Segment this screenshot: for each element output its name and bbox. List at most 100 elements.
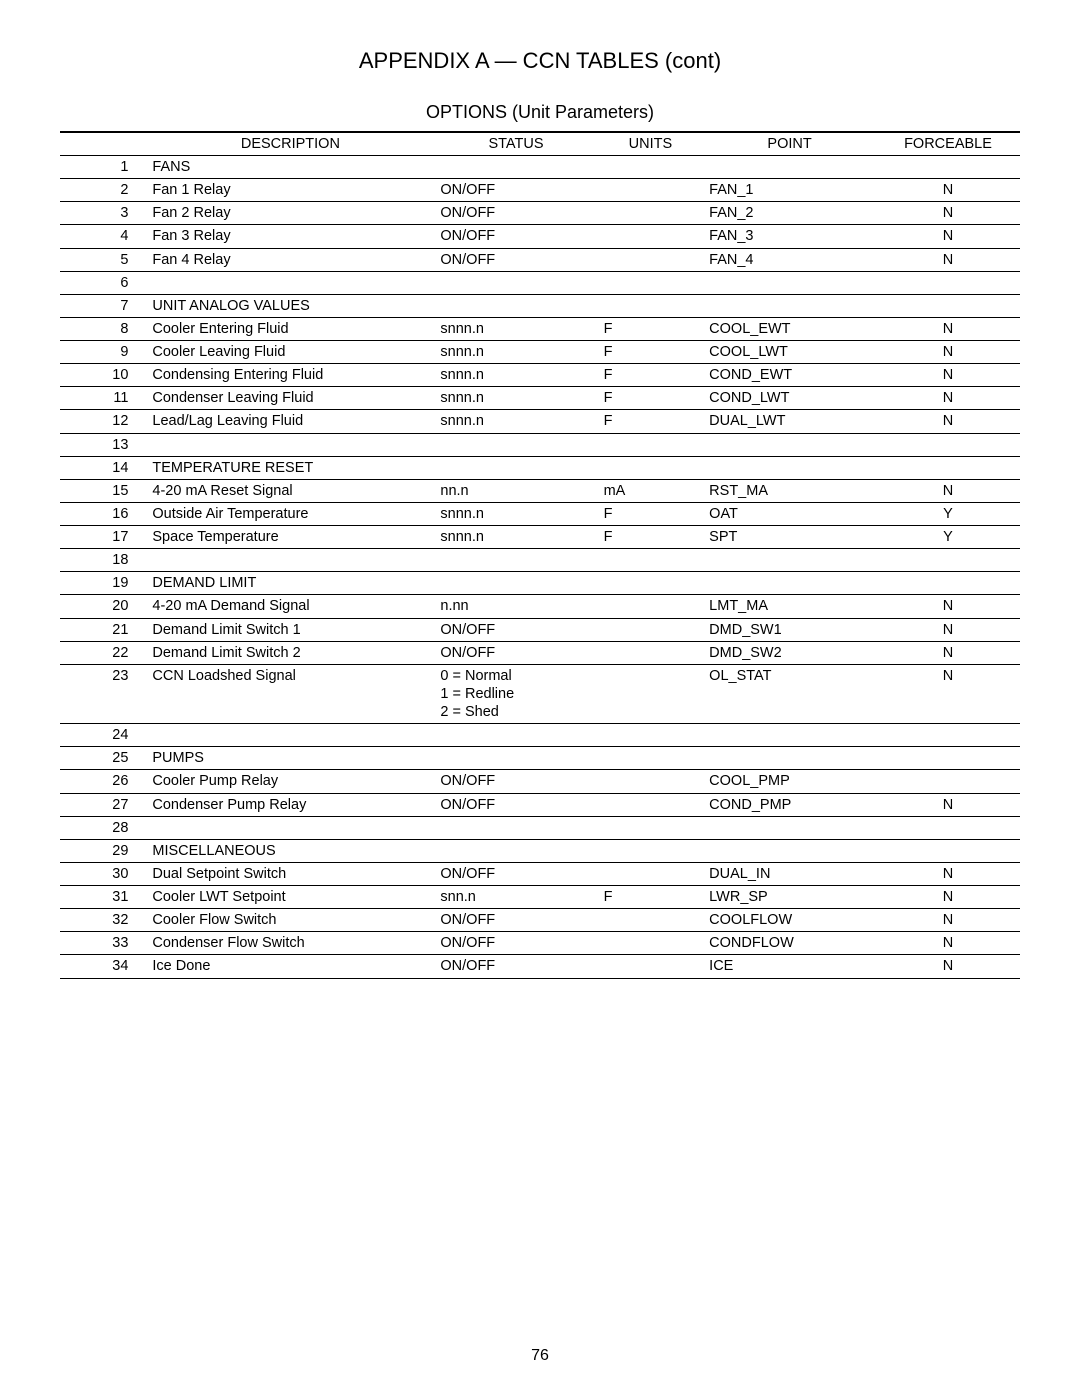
cell-forceable <box>876 156 1020 179</box>
cell-status <box>434 747 597 770</box>
cell-forceable: N <box>876 387 1020 410</box>
cell-status: ON/OFF <box>434 179 597 202</box>
cell-description: TEMPERATURE RESET <box>146 456 434 479</box>
cell-description: Outside Air Temperature <box>146 502 434 525</box>
cell-description: UNIT ANALOG VALUES <box>146 294 434 317</box>
cell-description: Condenser Flow Switch <box>146 932 434 955</box>
cell-status: snnn.n <box>434 317 597 340</box>
cell-forceable: N <box>876 479 1020 502</box>
cell-rownum: 18 <box>60 549 146 572</box>
table-row: 30Dual Setpoint SwitchON/OFFDUAL_INN <box>60 862 1020 885</box>
table-row: 16Outside Air Temperaturesnnn.nFOATY <box>60 502 1020 525</box>
cell-description: 4-20 mA Demand Signal <box>146 595 434 618</box>
cell-rownum: 9 <box>60 341 146 364</box>
table-row: 5Fan 4 RelayON/OFFFAN_4N <box>60 248 1020 271</box>
col-header-forceable: FORCEABLE <box>876 132 1020 156</box>
cell-status: ON/OFF <box>434 225 597 248</box>
cell-point <box>703 839 876 862</box>
cell-units <box>598 816 704 839</box>
cell-description: Fan 1 Relay <box>146 179 434 202</box>
cell-units: F <box>598 341 704 364</box>
cell-forceable: Y <box>876 526 1020 549</box>
cell-units <box>598 156 704 179</box>
table-row: 25PUMPS <box>60 747 1020 770</box>
table-header-row: DESCRIPTION STATUS UNITS POINT FORCEABLE <box>60 132 1020 156</box>
cell-units <box>598 202 704 225</box>
cell-point: COND_LWT <box>703 387 876 410</box>
cell-status: snnn.n <box>434 364 597 387</box>
cell-units <box>598 839 704 862</box>
table-row: 18 <box>60 549 1020 572</box>
table-row: 6 <box>60 271 1020 294</box>
cell-description: Demand Limit Switch 2 <box>146 641 434 664</box>
cell-rownum: 2 <box>60 179 146 202</box>
table-row: 23CCN Loadshed Signal0 = Normal 1 = Redl… <box>60 664 1020 723</box>
cell-description: Condenser Leaving Fluid <box>146 387 434 410</box>
table-row: 154-20 mA Reset Signalnn.nmARST_MAN <box>60 479 1020 502</box>
cell-units <box>598 294 704 317</box>
cell-point <box>703 816 876 839</box>
col-header-point: POINT <box>703 132 876 156</box>
cell-units <box>598 770 704 793</box>
cell-forceable: N <box>876 225 1020 248</box>
cell-forceable: N <box>876 202 1020 225</box>
appendix-title: APPENDIX A — CCN TABLES (cont) <box>60 48 1020 74</box>
cell-forceable: N <box>876 932 1020 955</box>
cell-rownum: 16 <box>60 502 146 525</box>
table-row: 7UNIT ANALOG VALUES <box>60 294 1020 317</box>
cell-description <box>146 816 434 839</box>
cell-description: Fan 4 Relay <box>146 248 434 271</box>
cell-forceable <box>876 770 1020 793</box>
cell-forceable: N <box>876 793 1020 816</box>
cell-forceable: N <box>876 341 1020 364</box>
cell-units: mA <box>598 479 704 502</box>
cell-rownum: 27 <box>60 793 146 816</box>
cell-units <box>598 618 704 641</box>
cell-forceable: N <box>876 248 1020 271</box>
cell-status: ON/OFF <box>434 641 597 664</box>
table-row: 26Cooler Pump RelayON/OFFCOOL_PMP <box>60 770 1020 793</box>
cell-status <box>434 839 597 862</box>
cell-point: DMD_SW1 <box>703 618 876 641</box>
table-row: 22Demand Limit Switch 2ON/OFFDMD_SW2N <box>60 641 1020 664</box>
cell-units: F <box>598 410 704 433</box>
cell-status: ON/OFF <box>434 955 597 978</box>
cell-status: ON/OFF <box>434 770 597 793</box>
cell-point: OL_STAT <box>703 664 876 723</box>
cell-point: FAN_2 <box>703 202 876 225</box>
cell-point: FAN_3 <box>703 225 876 248</box>
cell-status: ON/OFF <box>434 618 597 641</box>
cell-description <box>146 724 434 747</box>
cell-rownum: 31 <box>60 886 146 909</box>
table-row: 1FANS <box>60 156 1020 179</box>
cell-description: Fan 2 Relay <box>146 202 434 225</box>
cell-status: ON/OFF <box>434 909 597 932</box>
cell-units: F <box>598 886 704 909</box>
cell-units <box>598 724 704 747</box>
cell-point: COOL_LWT <box>703 341 876 364</box>
table-row: 4Fan 3 RelayON/OFFFAN_3N <box>60 225 1020 248</box>
table-row: 3Fan 2 RelayON/OFFFAN_2N <box>60 202 1020 225</box>
cell-forceable <box>876 433 1020 456</box>
table-row: 2Fan 1 RelayON/OFFFAN_1N <box>60 179 1020 202</box>
cell-status: ON/OFF <box>434 248 597 271</box>
cell-units <box>598 641 704 664</box>
col-header-description: DESCRIPTION <box>146 132 434 156</box>
table-row: 33Condenser Flow SwitchON/OFFCONDFLOWN <box>60 932 1020 955</box>
cell-forceable: N <box>876 886 1020 909</box>
cell-rownum: 29 <box>60 839 146 862</box>
table-row: 11Condenser Leaving Fluidsnnn.nFCOND_LWT… <box>60 387 1020 410</box>
cell-forceable <box>876 294 1020 317</box>
cell-description: DEMAND LIMIT <box>146 572 434 595</box>
cell-status: ON/OFF <box>434 202 597 225</box>
cell-description: CCN Loadshed Signal <box>146 664 434 723</box>
cell-forceable <box>876 572 1020 595</box>
cell-point <box>703 572 876 595</box>
cell-forceable: N <box>876 317 1020 340</box>
cell-status <box>434 724 597 747</box>
cell-point <box>703 549 876 572</box>
table-row: 28 <box>60 816 1020 839</box>
cell-description <box>146 433 434 456</box>
cell-description: Dual Setpoint Switch <box>146 862 434 885</box>
cell-point: OAT <box>703 502 876 525</box>
